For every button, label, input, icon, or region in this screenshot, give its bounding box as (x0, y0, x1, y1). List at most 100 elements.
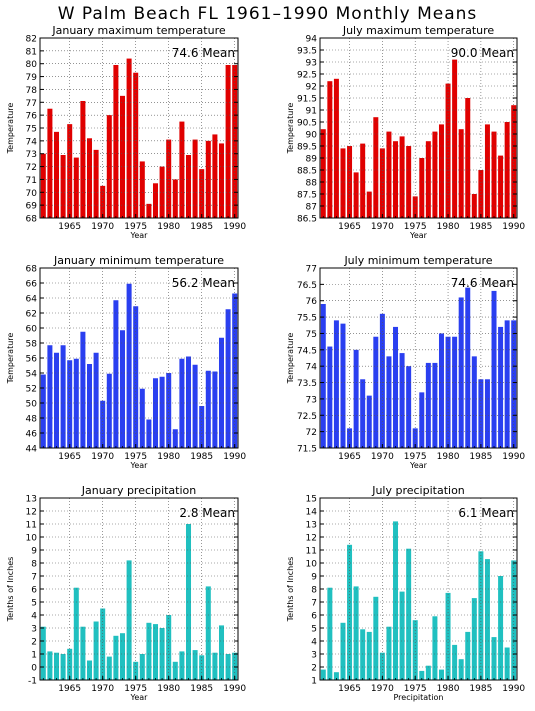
x-tick-label: 1985 (469, 452, 492, 462)
y-tick-label: 8 (31, 560, 37, 570)
bar (133, 661, 139, 680)
y-axis-label: Temperature (286, 333, 295, 385)
bar (53, 131, 60, 218)
page-title: W Palm Beach FL 1961–1990 Monthly Means (57, 4, 478, 24)
bar (179, 358, 185, 448)
bar (452, 59, 458, 218)
bar (47, 345, 53, 448)
y-tick-label: 90 (306, 131, 318, 141)
bar (93, 352, 99, 448)
y-tick-label: 58 (26, 340, 38, 350)
chart-july-min-temperature: July minimum temperature 71.5 72 72.5 73 73.5… (286, 254, 525, 470)
bar (100, 185, 106, 218)
bar (360, 143, 366, 218)
chart-january-max-temperature: January maximum temperature 68 69 70 71 72 73 7… (6, 24, 246, 240)
y-tick-label: 91.5 (297, 95, 317, 105)
x-tick-label: 1965 (338, 452, 361, 462)
bar (172, 429, 178, 448)
bar (192, 139, 198, 218)
y-tick-label: 7 (311, 599, 317, 609)
bar (484, 124, 490, 218)
x-tick-label: 1990 (502, 452, 525, 462)
bar (491, 637, 497, 680)
y-tick-label: 73 (306, 395, 317, 405)
bar (53, 652, 60, 680)
bar (60, 345, 66, 448)
y-tick-label: 76 (26, 112, 38, 122)
bar (80, 331, 86, 448)
y-tick-label: 71 (26, 176, 37, 186)
bar (340, 622, 346, 680)
bar (113, 635, 119, 680)
bar (73, 358, 79, 448)
bar (139, 161, 145, 218)
bar (511, 320, 517, 448)
bar (47, 651, 53, 680)
plot-frame (319, 37, 518, 219)
bar (432, 362, 438, 448)
y-tick-label: 79 (26, 73, 38, 83)
bar (438, 669, 444, 680)
x-tick-label: 1965 (58, 452, 81, 462)
x-tick-label: 1980 (437, 452, 460, 462)
bar (366, 191, 372, 218)
bar (406, 366, 412, 448)
chart-title: July precipitation (371, 484, 465, 497)
bar (386, 356, 392, 448)
bar (106, 373, 112, 448)
bar (166, 373, 172, 448)
bar (406, 146, 412, 218)
x-tick-label: 1970 (91, 222, 114, 232)
bar (60, 155, 66, 218)
y-tick-label: 70 (26, 189, 38, 199)
y-tick-label: 92.5 (297, 71, 317, 81)
y-tick-label: 0 (31, 664, 37, 674)
bar (172, 661, 178, 680)
bar (212, 134, 218, 218)
bar (327, 346, 333, 448)
bar (106, 656, 112, 680)
bar (119, 95, 126, 218)
y-tick-label: 68 (26, 265, 38, 275)
y-tick-label: 11 (26, 521, 37, 531)
bar (192, 650, 198, 680)
y-tick-label: 1 (31, 651, 37, 661)
bar (93, 621, 99, 680)
bar (47, 108, 53, 218)
bar (199, 655, 205, 680)
chart-title: July minimum temperature (343, 254, 492, 267)
y-tick-label: 14 (306, 508, 318, 518)
y-tick-label: 3 (31, 625, 37, 635)
bar (126, 283, 132, 448)
bar (67, 648, 73, 680)
bar (412, 196, 418, 218)
bar (419, 158, 425, 218)
y-tick-label: 10 (306, 560, 318, 570)
bar (86, 660, 93, 680)
bar (185, 155, 192, 218)
bar (465, 631, 471, 680)
y-tick-label: 87 (306, 203, 317, 213)
x-tick-label: 1980 (157, 684, 180, 694)
mean-annotation: 74.6 Mean (172, 46, 235, 60)
bar (425, 362, 431, 448)
bar (393, 521, 399, 680)
bar (465, 287, 471, 448)
x-axis-label: Year (130, 461, 149, 470)
y-tick-label: 74.5 (297, 346, 317, 356)
x-tick-label: 1990 (223, 684, 246, 694)
bar (205, 370, 211, 448)
bar (225, 309, 231, 448)
y-tick-label: 90.5 (297, 119, 317, 129)
x-tick-label: 1975 (404, 222, 427, 232)
y-tick-label: 13 (26, 495, 37, 505)
y-tick-label: 73 (26, 150, 37, 160)
bar (225, 65, 231, 218)
x-tick-label: 1970 (91, 684, 114, 694)
y-tick-label: 78 (26, 86, 38, 96)
mean-annotation: 90.0 Mean (451, 46, 514, 60)
bar (399, 136, 405, 218)
mean-annotation: 2.8 Mean (179, 506, 235, 520)
y-tick-label: 77 (306, 265, 317, 275)
x-tick-label: 1980 (437, 222, 460, 232)
